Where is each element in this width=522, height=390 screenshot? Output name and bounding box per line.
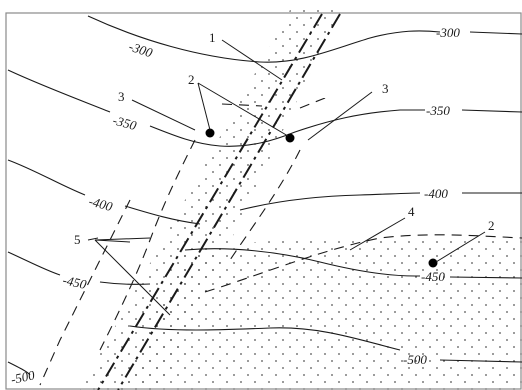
- contour-350: [7, 69, 522, 147]
- minor-fault: [94, 237, 171, 316]
- leader-1: [221, 39, 283, 81]
- dashed-boundary-left: [39, 199, 131, 386]
- contour-300: [87, 15, 522, 63]
- contour-label-350-right: -350: [426, 103, 450, 118]
- dashed-boundary-lower: [204, 234, 522, 293]
- fault-line-secondary: [117, 13, 341, 390]
- leader-5: [87, 237, 99, 241]
- dashed-boundary-top: [221, 95, 331, 109]
- reservoir-stipple: [120, 236, 522, 390]
- contour-label-300-right: -300: [436, 25, 460, 40]
- dashed-boundary-right: [229, 149, 301, 261]
- contour-label-450-left: -450: [61, 272, 88, 292]
- dashed-boundary-left-upper: [99, 139, 196, 351]
- contour-450: [7, 248, 522, 285]
- leader-3-right: [307, 91, 373, 141]
- contour-label-400-right: -400: [424, 186, 448, 201]
- callout-2: 2: [188, 72, 195, 87]
- leader-4: [349, 217, 406, 251]
- callout-4: 4: [408, 204, 415, 219]
- leader-2: [197, 82, 289, 137]
- callout-1: 1: [209, 30, 216, 45]
- fault-line-main: [97, 13, 323, 390]
- contour-label-400-left: -400: [87, 193, 114, 214]
- well-point-left: [205, 128, 215, 138]
- contour-label-350-left: -350: [111, 112, 138, 133]
- contour-label-450-right: -450: [421, 269, 445, 284]
- fault-zone-stipple: [80, 10, 340, 390]
- contour-label-500-right: -500: [403, 352, 427, 367]
- contour-500: [7, 325, 522, 376]
- leader-3-left: [131, 99, 196, 131]
- well-point-right: [428, 258, 438, 268]
- contour-400: [7, 159, 522, 225]
- callout-2-right: 2: [488, 218, 495, 233]
- contour-label-500-left: -500: [10, 367, 37, 387]
- callout-3-right: 3: [382, 81, 389, 96]
- callout-3-left: 3: [118, 89, 125, 104]
- leader-2-right: [435, 231, 486, 263]
- callout-5: 5: [74, 232, 81, 247]
- map-frame: [5, 12, 522, 390]
- contour-label-300-left: -300: [127, 39, 155, 61]
